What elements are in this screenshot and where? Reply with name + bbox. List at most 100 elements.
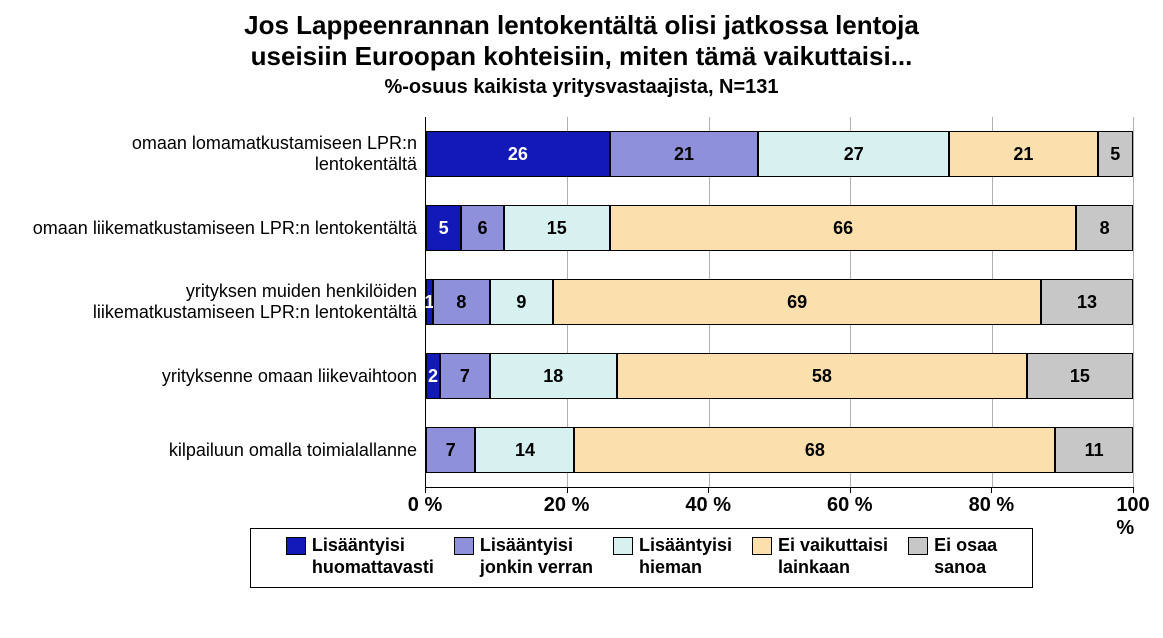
x-tick-label: 60 % [827, 494, 873, 517]
bar-value-label: 69 [787, 292, 807, 313]
bar-segment: 11 [1055, 427, 1133, 473]
y-axis-label: yrityksenne omaan liikevaihtoon [30, 339, 425, 413]
legend-item: Ei osaasanoa [908, 535, 997, 578]
bar-value-label: 11 [1085, 440, 1104, 461]
bar-track: 26 21 27 21 5 [426, 131, 1133, 177]
bar-segment: 2 [426, 353, 440, 399]
chart-container: Jos Lappeenrannan lentokentältä olisi ja… [0, 0, 1163, 638]
legend-label-line: Ei osaa [934, 535, 997, 557]
x-tick-label: 20 % [544, 494, 590, 517]
y-axis-label: omaan liikematkustamiseen LPR:n lentoken… [30, 191, 425, 265]
chart-title: Jos Lappeenrannan lentokentältä olisi ja… [30, 10, 1133, 72]
bar-segment: 18 [490, 353, 617, 399]
bar-value-label: 66 [833, 218, 853, 239]
bar-segment: 8 [1076, 205, 1133, 251]
legend: LisääntyisihuomattavastiLisääntyisijonki… [250, 528, 1033, 587]
bar-value-label: 5 [439, 218, 449, 239]
legend-label: Lisääntyisihuomattavasti [312, 535, 434, 578]
x-tick-label: 80 % [969, 494, 1015, 517]
legend-label-line: jonkin verran [480, 557, 593, 579]
bar-segment: 14 [475, 427, 574, 473]
bars-column: 26212721556156681896913271858157146811 0… [425, 117, 1133, 522]
x-tick-mark [991, 487, 992, 493]
x-tick-mark [567, 487, 568, 493]
gridline [1133, 117, 1134, 487]
bar-segment: 15 [1027, 353, 1133, 399]
bar-track: 7 14 68 11 [426, 427, 1133, 473]
legend-label: Lisääntyisihieman [639, 535, 732, 578]
legend-label: Lisääntyisijonkin verran [480, 535, 593, 578]
bar-segment: 6 [461, 205, 503, 251]
bar-value-label: 2 [428, 366, 438, 387]
legend-item: Ei vaikuttaisilainkaan [752, 535, 888, 578]
bar-value-label: 21 [674, 144, 694, 165]
title-line-1: Jos Lappeenrannan lentokentältä olisi ja… [244, 10, 919, 40]
bar-segment: 9 [490, 279, 554, 325]
bar-value-label: 15 [1070, 366, 1090, 387]
bar-value-label: 8 [456, 292, 466, 313]
legend-swatch [286, 537, 306, 555]
bar-segment: 7 [440, 353, 489, 399]
legend-label-line: Lisääntyisi [312, 535, 405, 557]
legend-item: Lisääntyisijonkin verran [454, 535, 593, 578]
bar-row: 1896913 [426, 265, 1133, 339]
legend-label-line: huomattavasti [312, 557, 434, 579]
bar-segment: 15 [504, 205, 610, 251]
bar-segment: 13 [1041, 279, 1133, 325]
legend-label-line: lainkaan [778, 557, 850, 579]
bar-value-label: 7 [460, 366, 470, 387]
legend-label: Ei osaasanoa [934, 535, 997, 578]
x-tick-mark [1133, 487, 1134, 493]
bar-row: 26 21 27 21 5 [426, 117, 1133, 191]
bar-segment: 66 [610, 205, 1077, 251]
title-line-2: useisiin Euroopan kohteisiin, miten tämä… [251, 41, 913, 71]
bars-area: 26212721556156681896913271858157146811 [425, 117, 1133, 488]
legend-label-line: Ei vaikuttaisi [778, 535, 888, 557]
legend-label-line: hieman [639, 557, 702, 579]
legend-swatch [613, 537, 633, 555]
bar-row: 5 6 15 66 8 [426, 191, 1133, 265]
bar-value-label: 21 [1013, 144, 1033, 165]
bar-segment: 68 [574, 427, 1055, 473]
bar-segment: 26 [426, 131, 610, 177]
bar-value-label: 5 [1110, 144, 1120, 165]
bar-value-label: 58 [812, 366, 832, 387]
bar-segment: 8 [433, 279, 490, 325]
bar-segment: 21 [610, 131, 758, 177]
chart-subtitle: %-osuus kaikista yritysvastaajista, N=13… [30, 76, 1133, 99]
bar-segment: 21 [949, 131, 1097, 177]
legend-label: Ei vaikuttaisilainkaan [778, 535, 888, 578]
y-axis-labels: omaan lomamatkustamiseen LPR:n lentokent… [30, 117, 425, 522]
x-tick-label: 100 % [1116, 494, 1149, 540]
bar-row: 7 14 68 11 [426, 413, 1133, 487]
bar-segment: 58 [617, 353, 1027, 399]
legend-swatch [454, 537, 474, 555]
x-axis: 0 %20 %40 %60 %80 %100 % [425, 488, 1133, 522]
x-tick-mark [850, 487, 851, 493]
legend-label-line: sanoa [934, 557, 986, 579]
bar-value-label: 8 [1100, 218, 1110, 239]
bar-segment: 7 [426, 427, 475, 473]
legend-swatch [908, 537, 928, 555]
y-axis-label: kilpailuun omalla toimialallanne [30, 413, 425, 487]
bar-segment: 5 [426, 205, 461, 251]
bar-value-label: 26 [508, 144, 528, 165]
bar-value-label: 13 [1077, 292, 1097, 313]
bar-track: 1896913 [426, 279, 1133, 325]
bar-segment: 69 [553, 279, 1041, 325]
legend-swatch [752, 537, 772, 555]
bar-value-label: 15 [547, 218, 567, 239]
bar-value-label: 6 [478, 218, 488, 239]
chart-titles: Jos Lappeenrannan lentokentältä olisi ja… [30, 10, 1133, 99]
legend-item: Lisääntyisihuomattavasti [286, 535, 434, 578]
y-axis-label: omaan lomamatkustamiseen LPR:n lentokent… [30, 117, 425, 191]
bar-value-label: 7 [446, 440, 456, 461]
x-tick-label: 0 % [408, 494, 442, 517]
x-tick-label: 40 % [685, 494, 731, 517]
bar-value-label: 14 [515, 440, 535, 461]
bar-segment: 27 [758, 131, 949, 177]
bar-value-label: 27 [844, 144, 864, 165]
bar-value-label: 9 [516, 292, 526, 313]
legend-label-line: Lisääntyisi [480, 535, 573, 557]
bar-value-label: 18 [543, 366, 563, 387]
